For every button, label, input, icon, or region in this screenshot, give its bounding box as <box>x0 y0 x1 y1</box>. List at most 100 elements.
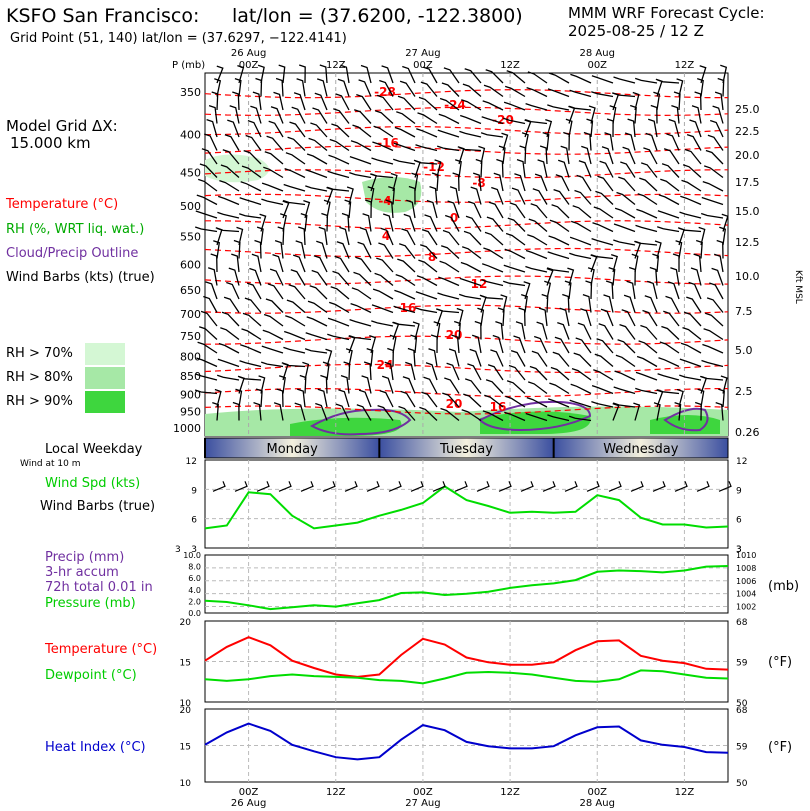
wind-barb <box>593 369 614 381</box>
surface-wind-barb <box>586 481 600 492</box>
day-label: Tuesday <box>439 442 493 457</box>
isotherm-line <box>204 89 728 99</box>
wind-barb <box>200 310 218 327</box>
wind-barb <box>569 89 592 98</box>
wind-barb <box>666 133 680 151</box>
wind-barb <box>459 277 482 287</box>
wind-barb <box>314 92 328 111</box>
wind-barb <box>372 288 394 300</box>
wind-barb <box>299 374 307 394</box>
wind-barb <box>525 102 548 111</box>
wind-barb <box>440 407 460 422</box>
wind-barb <box>564 280 572 300</box>
wind-barb <box>714 91 724 111</box>
wind-barb <box>306 316 328 327</box>
wind-barb <box>374 110 394 124</box>
wind-barb <box>519 145 527 165</box>
surface-wind-barb <box>410 481 424 492</box>
top-time-tick: 00Z <box>239 60 259 71</box>
wind-barb <box>682 164 702 178</box>
wind-barb <box>657 210 680 219</box>
wind-barb <box>227 119 240 138</box>
wind-barb <box>482 100 504 111</box>
surface-wind-barb <box>212 481 226 492</box>
wind-barb <box>509 202 526 219</box>
wind-barb <box>496 158 504 178</box>
wind-barb <box>573 352 592 367</box>
rh-blob <box>205 154 269 183</box>
wind-barb <box>481 116 504 125</box>
wind-barb <box>635 224 658 233</box>
wind-barb <box>588 105 596 124</box>
wind-barb <box>667 281 680 300</box>
rh-legend-label: RH > 80% <box>6 370 73 385</box>
wind-barb <box>550 366 570 381</box>
wind-barb <box>490 349 504 367</box>
surface-wind-barb <box>454 481 468 492</box>
wind-barb <box>485 69 504 84</box>
wind-barb <box>538 307 548 327</box>
isotherm-label: 12 <box>471 277 488 291</box>
wind-barb <box>321 212 329 232</box>
wind-barb <box>703 328 724 341</box>
wind-barb <box>575 337 592 354</box>
pressure-tick: 1006 <box>736 577 756 586</box>
isotherm-label: 20 <box>446 397 463 411</box>
wind-barb <box>528 218 548 232</box>
wind-barb <box>464 68 482 84</box>
wind-barb <box>591 384 614 395</box>
wind-barb <box>681 179 702 192</box>
wind-barb <box>341 212 350 232</box>
wind-barb <box>282 199 306 206</box>
pressure-tick: 700 <box>180 308 201 321</box>
wind-barb <box>569 236 592 246</box>
wind-barb <box>255 77 263 97</box>
wind-barb <box>624 132 636 151</box>
wind-barb <box>394 289 416 300</box>
cycle-title: MMM WRF Forecast Cycle: <box>568 4 765 22</box>
wind-ytick: 12 <box>186 457 197 467</box>
wind-barb <box>546 267 554 286</box>
wind-barb <box>440 245 460 259</box>
wind-barb <box>695 239 703 259</box>
wind-barb <box>527 381 548 395</box>
wind-barb <box>497 307 505 327</box>
wind-barb <box>536 321 548 340</box>
wind-barb <box>349 171 372 179</box>
wind-barb <box>376 94 394 111</box>
wind-barb <box>226 281 240 300</box>
pressure-tick: 600 <box>180 258 201 271</box>
wind-barb <box>211 91 219 111</box>
wind-barb <box>439 97 460 111</box>
wind-barb <box>377 404 394 421</box>
label-temperature: Temperature (°C) <box>44 642 157 657</box>
wind-barb <box>680 195 702 206</box>
wind-barb <box>418 96 438 111</box>
wind-barb <box>703 165 724 179</box>
wind-barb <box>631 253 639 273</box>
station-latlon: lat/lon = (37.6200, -122.3800) <box>232 5 523 27</box>
wind-barb <box>581 145 592 165</box>
wind-barb <box>690 267 702 286</box>
pressure-tick: 500 <box>180 200 201 213</box>
heat-y2tick: 50 <box>736 779 748 789</box>
wind-barb <box>278 375 286 394</box>
wind-barb <box>638 340 658 354</box>
wind-barb <box>356 404 372 421</box>
wind-barb <box>513 335 526 354</box>
isotherm-label: -20 <box>492 113 514 127</box>
wind-barb <box>709 282 724 300</box>
wind-barb <box>609 105 617 124</box>
wind-ytick-right: 9 <box>736 486 742 496</box>
wind-barb <box>420 81 438 97</box>
wind-barb <box>350 140 372 152</box>
wind-barb <box>527 234 548 246</box>
isotherm-label: -12 <box>423 160 445 174</box>
isotherm-line <box>204 145 729 155</box>
wind-barb <box>237 64 245 84</box>
surface-wind-barb <box>542 481 556 492</box>
wind-barb <box>569 252 592 260</box>
rh-blob <box>480 411 591 434</box>
wind-barb <box>292 254 306 273</box>
cloud-outline <box>663 407 709 432</box>
